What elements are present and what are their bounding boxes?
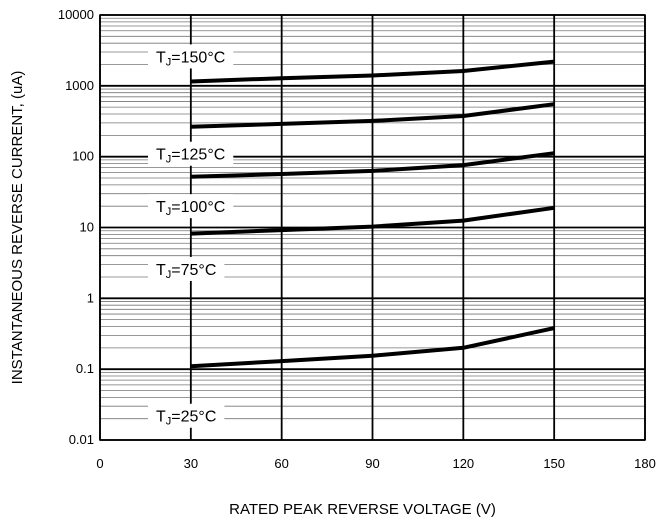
x-tick-label: 180 — [634, 456, 656, 471]
series-label-bg — [148, 44, 234, 69]
series-label-bg — [148, 141, 234, 166]
series-label-text: TJ=125°C — [156, 147, 225, 166]
x-tick-label: 120 — [452, 456, 474, 471]
plot-frame — [99, 14, 646, 441]
y-tick-label: 1000 — [65, 78, 94, 93]
series-label-0: TJ=150°C — [148, 44, 234, 69]
grid — [99, 14, 646, 441]
series-label-text: TJ=150°C — [156, 49, 225, 68]
x-tick-label: 90 — [365, 456, 379, 471]
series-label-text: TJ=25°C — [156, 409, 216, 428]
series-label-bg — [148, 403, 225, 428]
y-tick-label: 0.01 — [69, 432, 94, 447]
series-curves — [190, 59, 555, 369]
x-tick-label: 30 — [184, 456, 198, 471]
series-line-2 — [190, 151, 555, 179]
series-line-1 — [190, 102, 555, 129]
y-tick-label: 0.1 — [76, 361, 94, 376]
series-label-text: TJ=100°C — [156, 199, 225, 218]
y-tick-label: 100 — [72, 149, 94, 164]
x-axis-label: RATED PEAK REVERSE VOLTAGE (V) — [229, 501, 496, 518]
series-line-0 — [190, 59, 555, 84]
series-label-1: TJ=125°C — [148, 141, 234, 166]
y-tick-label: 1 — [87, 290, 94, 305]
y-tick-label: 10 — [80, 220, 94, 235]
y-tick-label: 10000 — [58, 7, 94, 22]
series-line-3 — [190, 205, 555, 236]
series-label-bg — [148, 194, 234, 219]
series-label-bg — [148, 256, 225, 281]
x-tick-label: 150 — [543, 456, 565, 471]
tick-labels: 0 30 60 90 120 150 180 0.01 0.1 1 10 100 1000 10000 — [58, 7, 656, 471]
series-label-3: TJ=75°C — [148, 256, 225, 281]
series-labels: TJ=150°C TJ=125°C TJ=100°C TJ=75°C TJ=25°C — [148, 44, 234, 428]
series-label-text: TJ=75°C — [156, 262, 216, 281]
series-line-4 — [190, 326, 555, 369]
y-axis-label: INSTANTANEOUS REVERSE CURRENT, (uA) — [9, 71, 26, 385]
x-tick-label: 0 — [96, 456, 103, 471]
series-label-4: TJ=25°C — [148, 403, 225, 428]
series-label-2: TJ=100°C — [148, 194, 234, 219]
x-tick-label: 60 — [274, 456, 288, 471]
